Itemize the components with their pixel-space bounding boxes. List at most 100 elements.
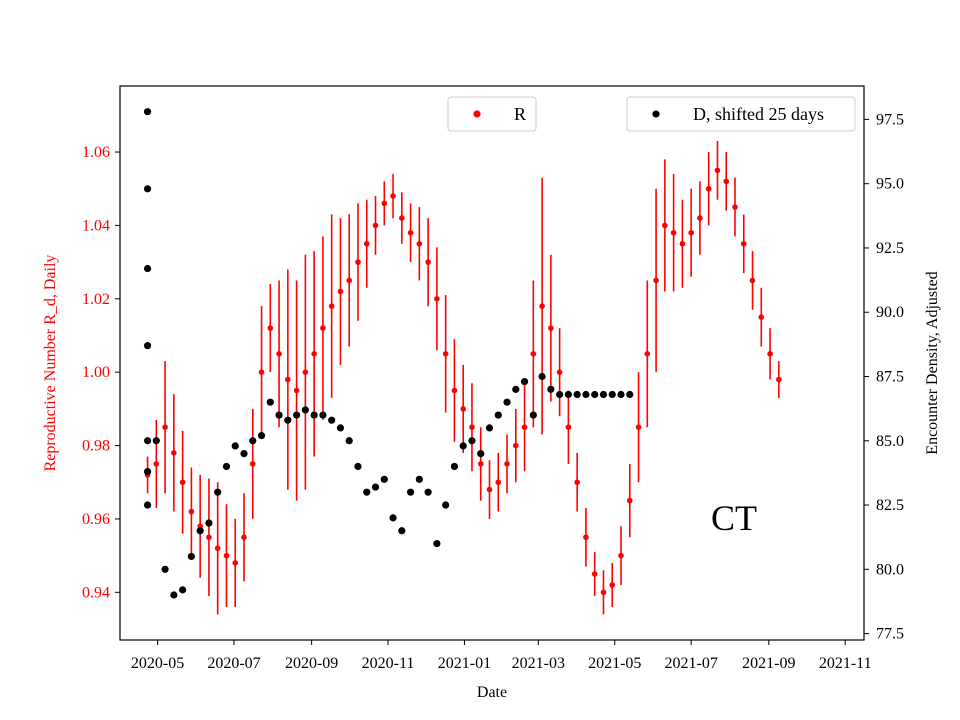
d-point [187, 552, 195, 561]
r-point [311, 351, 317, 357]
d-point [564, 390, 573, 399]
r-point [574, 479, 580, 486]
r-point [486, 486, 493, 493]
d-point [266, 398, 274, 406]
r-point [223, 552, 230, 559]
r-point [241, 534, 247, 541]
r-point [232, 560, 239, 566]
x-axis-ticks: 2020-05 2020-07 2020-09 2020-11 2021-01 2021-… [131, 640, 872, 672]
r-point [258, 369, 265, 375]
r-point [434, 295, 440, 302]
r-point [469, 424, 475, 431]
left-axis-ticks: 0.94 0.96 0.98 1.00 1.02 1.04 1.06 [82, 144, 120, 601]
d-point [205, 519, 213, 527]
d-point [529, 411, 537, 419]
d-point [293, 411, 301, 419]
r-point [153, 461, 160, 467]
d-point [336, 424, 345, 432]
r-point [670, 229, 677, 236]
r-point [512, 442, 519, 449]
r-point [372, 222, 379, 229]
r-point [320, 325, 326, 331]
r-point [600, 589, 607, 596]
r-point [609, 582, 616, 588]
left-tick-label: 0.98 [82, 438, 110, 455]
d-series [143, 108, 634, 599]
r-point [451, 387, 458, 394]
plot-frame [119, 85, 865, 641]
r-point [249, 461, 256, 467]
d-point [143, 501, 152, 509]
d-point [485, 424, 494, 432]
x-tick-label: 2020-09 [285, 655, 338, 672]
d-point [284, 416, 292, 424]
x-tick-label: 2021-03 [512, 655, 565, 672]
d-point [582, 390, 590, 399]
d-point [143, 264, 152, 273]
r-point [688, 229, 694, 236]
d-point [371, 483, 380, 491]
legend-d-box [626, 96, 856, 132]
d-point [406, 488, 415, 496]
x-tick-label: 2021-05 [588, 655, 641, 672]
d-point [161, 565, 169, 573]
r-point [346, 277, 353, 284]
d-point [424, 488, 432, 496]
r-point [776, 376, 782, 383]
d-point [240, 450, 248, 458]
d-point [433, 539, 441, 548]
r-point [416, 240, 423, 247]
d-point [512, 385, 520, 393]
r-point [504, 461, 510, 467]
right-tick-label: 97.5 [876, 111, 904, 128]
d-point [477, 450, 485, 458]
r-point [662, 222, 668, 229]
r-point [477, 461, 484, 467]
right-axis-ticks: 77.5 80.0 82.5 85.0 87.5 90.0 92.5 95.0 97.5 [864, 111, 904, 643]
r-point [363, 240, 370, 247]
legend-r-marker [473, 110, 481, 118]
r-point [749, 277, 756, 284]
legend-r-label: R [514, 104, 526, 124]
right-tick-label: 85.0 [876, 433, 904, 450]
d-point [354, 462, 362, 471]
r-point [591, 571, 598, 577]
r-point [442, 351, 449, 357]
d-point [520, 378, 529, 386]
left-tick-label: 1.02 [82, 291, 110, 308]
r-point [399, 215, 405, 221]
x-tick-label: 2021-11 [819, 655, 872, 672]
x-tick-label: 2020-05 [131, 655, 184, 672]
d-point [389, 514, 397, 522]
d-point [170, 591, 178, 599]
legend-r: R [447, 96, 537, 132]
d-point [468, 437, 476, 445]
d-point [143, 468, 152, 476]
d-point [538, 372, 546, 381]
r-point [758, 314, 765, 320]
r-point [732, 204, 738, 210]
r-point [206, 534, 212, 541]
d-point [143, 437, 152, 445]
r-point [626, 497, 633, 504]
d-point [363, 488, 371, 496]
d-point [442, 501, 450, 509]
x-tick-label: 2021-01 [438, 655, 491, 672]
left-tick-label: 0.96 [82, 511, 110, 528]
r-point [539, 303, 545, 309]
d-point [494, 411, 502, 419]
left-tick-label: 1.06 [82, 144, 110, 161]
d-point [231, 442, 239, 450]
r-point [276, 351, 282, 357]
d-point [380, 475, 388, 483]
d-point [573, 390, 581, 399]
r-point [188, 508, 195, 515]
d-point [415, 475, 423, 483]
right-tick-label: 77.5 [876, 626, 904, 643]
x-tick-label: 2020-11 [362, 655, 415, 672]
r-point [355, 259, 361, 265]
d-point [591, 390, 599, 399]
r-point [635, 424, 642, 431]
d-point [214, 488, 222, 496]
d-point [345, 437, 353, 445]
